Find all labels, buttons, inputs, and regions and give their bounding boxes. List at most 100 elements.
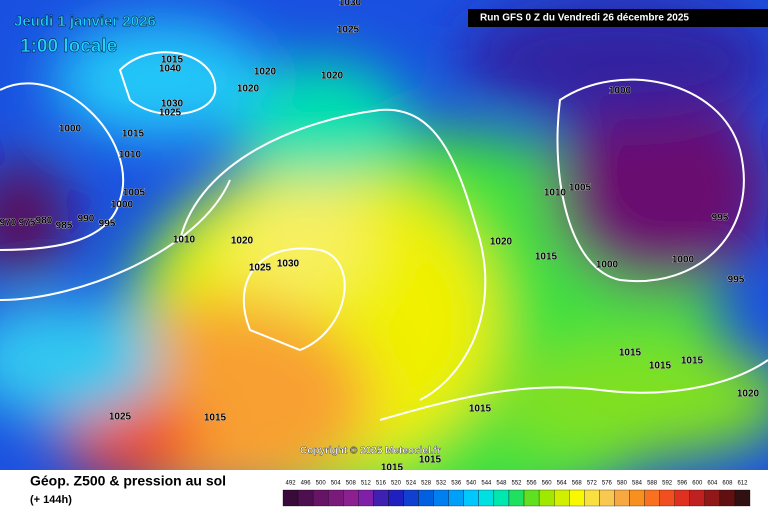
isobar-label: 1015 [681,356,704,367]
isobar-label: 995 [99,219,116,230]
legend-label: 540 [466,481,477,487]
footer-title: Géop. Z500 & pression au sol [30,473,226,489]
isobar-label: 1020 [231,236,254,247]
legend-swatch [433,489,449,507]
isobar-label: 1015 [535,252,558,263]
isobar-label: 990 [78,214,95,225]
legend-swatch [629,489,645,507]
isobar-label: 980 [36,216,53,227]
legend-swatch [418,489,434,507]
isobar-label: 1030 [161,99,184,110]
legend-label: 524 [406,481,417,487]
isobar-label: 970 [0,218,17,229]
isobar-label: 1025 [109,412,132,423]
legend-label: 588 [647,481,658,487]
isobar-label: 1015 [419,455,442,466]
isobar-label: 1020 [237,84,260,95]
copyright: Copyright © 2025 Meteociel.fr [300,446,441,457]
isobar-label: 1000 [672,255,695,266]
legend-swatch [719,489,736,507]
legend-label: 564 [557,481,568,487]
isobar-label: 1040 [159,64,182,75]
isobar-label: 1020 [737,389,760,400]
legend-label: 516 [376,481,387,487]
isobars [0,51,768,421]
legend-swatch [538,489,555,507]
legend-label: 512 [361,481,372,487]
isobar-label: 1015 [649,361,672,372]
isobar-label: 1000 [111,200,134,211]
legend-label: 560 [542,481,553,487]
legend-swatch [584,489,600,507]
legend-swatch [478,489,495,507]
legend-swatch [659,489,675,507]
legend-label: 520 [391,481,402,487]
legend-swatch [554,489,570,507]
isobar-label: 1015 [161,55,184,66]
legend-swatch [312,489,329,507]
isobar-label: 975 [19,218,36,229]
legend-swatch [388,489,404,507]
legend-swatch [282,489,299,507]
isobar-label: 1000 [59,124,82,135]
isobar-label: 1015 [619,348,642,359]
isobar-label: 1010 [544,188,567,199]
legend-swatch [463,489,479,507]
legend-label: 612 [737,481,748,487]
legend-swatch [523,489,540,507]
isobar-label: 995 [712,213,729,224]
legend-swatch [343,489,359,507]
isobar-label: 1010 [119,150,142,161]
isobar-label: 1000 [609,86,632,97]
isobar-label: 1015 [381,463,404,474]
isobar-label: 1025 [249,263,272,274]
legend-swatch [297,489,314,507]
legend-label: 600 [692,481,703,487]
legend-label: 568 [572,481,583,487]
isobar-label: 1015 [469,404,492,415]
isobar-label: 1015 [122,129,145,140]
forecast-time: 1:00 locale [20,36,117,57]
legend-label: 536 [451,481,462,487]
legend-swatch [599,489,615,507]
legend-label: 528 [421,481,432,487]
legend-swatch [508,489,525,507]
legend-swatch [689,489,705,507]
legend-label: 492 [286,481,297,487]
legend-swatch [734,489,751,507]
legend-swatch [328,489,344,507]
color-legend: 492 496 500 504 508 512 516 520 524 528 532 536 540 5… [282,481,751,507]
isobar-label: 1015 [204,413,227,424]
isobar-label: 1005 [123,188,146,199]
legend-label: 596 [677,481,688,487]
legend-swatch [704,489,721,507]
legend-label: 592 [662,481,673,487]
legend-label: 576 [602,481,613,487]
legend-label: 508 [346,481,357,487]
forecast-date: Jeudi 1 janvier 2026 [14,13,156,30]
legend-swatch [674,489,690,507]
legend-label: 532 [436,481,447,487]
isobar-label: 1030 [339,0,362,9]
legend-swatch [569,489,585,507]
legend-swatch [493,489,510,507]
legend-label: 608 [722,481,733,487]
legend-label: 500 [316,481,327,487]
legend-swatch [614,489,630,507]
legend-label: 504 [331,481,342,487]
legend-swatch [373,489,389,507]
legend-swatch [403,489,419,507]
isobar-label: 1020 [490,237,513,248]
legend-label: 552 [511,481,522,487]
isobar-label: 1005 [569,183,592,194]
legend-swatch [448,489,464,507]
isobar-label: 1030 [277,259,300,270]
isobar-label: 1025 [159,108,182,119]
legend-label: 580 [617,481,628,487]
isobar-label: 985 [56,221,73,232]
legend-label: 544 [481,481,492,487]
legend-label: 556 [527,481,538,487]
